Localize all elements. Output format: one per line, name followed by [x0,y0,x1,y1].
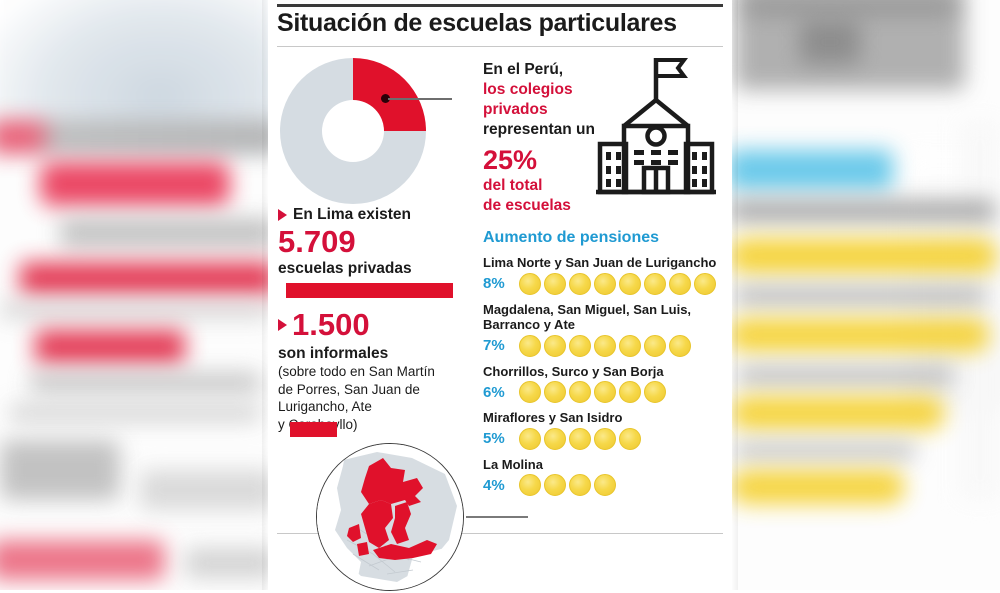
pensions-group: Lima Norte y San Juan de Lurigancho 8% [483,255,733,295]
pensions-percent: 8% [483,275,505,292]
coin-icon [669,334,691,357]
coin-icon [544,334,566,357]
coin-icon [544,474,566,496]
coin-icon [594,474,616,496]
lima-heading: En Lima existen [293,206,412,223]
title-top-rule [277,4,723,7]
coin-row [519,381,666,403]
school-building-icon [596,48,716,208]
coin-icon [594,272,616,295]
bottom-rule [277,533,723,534]
coin-icon [569,381,591,403]
coin-icon [569,334,591,357]
map-circle-frame [316,443,464,591]
card-shadow-left [262,0,268,590]
coin-icon [619,381,641,403]
coin-icon [569,272,591,295]
peru-callout: En el Perú, los colegios privados repres… [483,60,633,216]
peru-line-3: representan un [483,121,595,138]
coin-icon [644,381,666,403]
coin-icon [694,272,716,295]
coin-icon [644,334,666,357]
coin-icon [544,427,566,450]
coin-icon [569,427,591,450]
donut-callout-dot [381,94,390,103]
donut-chart [280,58,452,206]
donut-leader-line [388,98,452,100]
informales-note-1: (sobre todo en San Martín [278,364,435,379]
coin-icon [619,334,641,357]
pensions-label: Magdalena, San Miguel, San Luis, [483,301,692,317]
coin-icon [519,381,541,403]
coin-icon [569,474,591,496]
triangle-bullet-icon [278,319,287,331]
coin-row [519,272,716,295]
pensions-group: La Molina 4% [483,456,733,496]
informales-number: 1.500 [292,307,370,342]
coin-row [519,427,641,450]
coin-icon [619,272,641,295]
coin-icon [544,381,566,403]
pensions-title: Aumento de pensiones [483,229,660,246]
lima-number: 5.709 [278,224,356,259]
title-bottom-rule [277,46,723,47]
pensions-section: Aumento de pensiones Lima Norte y San Ju… [483,228,733,496]
lima-stat-block: En Lima existen 5.709 escuelas privadas [278,206,463,279]
informales-note-2: de Porres, San Juan de [278,381,420,397]
pensions-percent: 7% [483,337,505,354]
coin-icon [644,272,666,295]
pensions-percent: 6% [483,383,505,401]
coin-icon [544,272,566,295]
pensions-group: Miraflores y San Isidro 5% [483,410,733,450]
map-leader-line [466,516,528,518]
triangle-bullet-icon [278,209,287,221]
coin-row [519,474,616,496]
coin-icon [519,272,541,295]
coin-icon [619,427,641,450]
pensions-group: Magdalena, San Miguel, San Luis, Barranc… [483,302,733,357]
pensions-percent: 4% [483,476,505,494]
informales-subtitle: son informales [278,345,389,362]
coin-icon [519,474,541,496]
informales-bar [290,422,337,437]
pensions-label: Chorrillos, Surco y San Borja [483,363,664,379]
lima-bar [286,283,453,298]
coin-icon [519,334,541,357]
pensions-label: Miraflores y San Isidro [483,410,623,425]
coin-row [519,334,691,357]
informales-stat-block: 1.500 son informales (sobre todo en San … [278,308,463,433]
peru-sub-2: de escuelas [483,197,571,214]
lima-subtitle: escuelas privadas [278,260,412,277]
card-shadow-right [732,0,738,590]
pensions-label: La Molina [483,456,543,472]
peru-sub-1: del total [483,177,543,194]
coin-icon [594,381,616,403]
informales-note-3: Lurigancho, Ate [278,399,372,414]
pensions-label: Lima Norte y San Juan de Lurigancho [483,255,717,270]
pensions-group: Chorrillos, Surco y San Borja 6% [483,363,733,403]
pensions-label-cont: Barranco y Ate [483,317,575,332]
page-title: Situación de escuelas particulares [277,9,677,37]
coin-icon [594,427,616,450]
pensions-percent: 5% [483,430,505,447]
infographic-card: Situación de escuelas particulares En el… [268,0,733,593]
lima-districts-map [316,443,528,593]
donut-hole [322,100,384,162]
peru-line-1: En el Perú, [483,61,564,78]
peru-line-2: los colegios privados [483,81,573,118]
coin-icon [669,272,691,295]
coin-icon [519,427,541,450]
coin-icon [594,334,616,357]
peru-percent: 25% [483,145,538,175]
